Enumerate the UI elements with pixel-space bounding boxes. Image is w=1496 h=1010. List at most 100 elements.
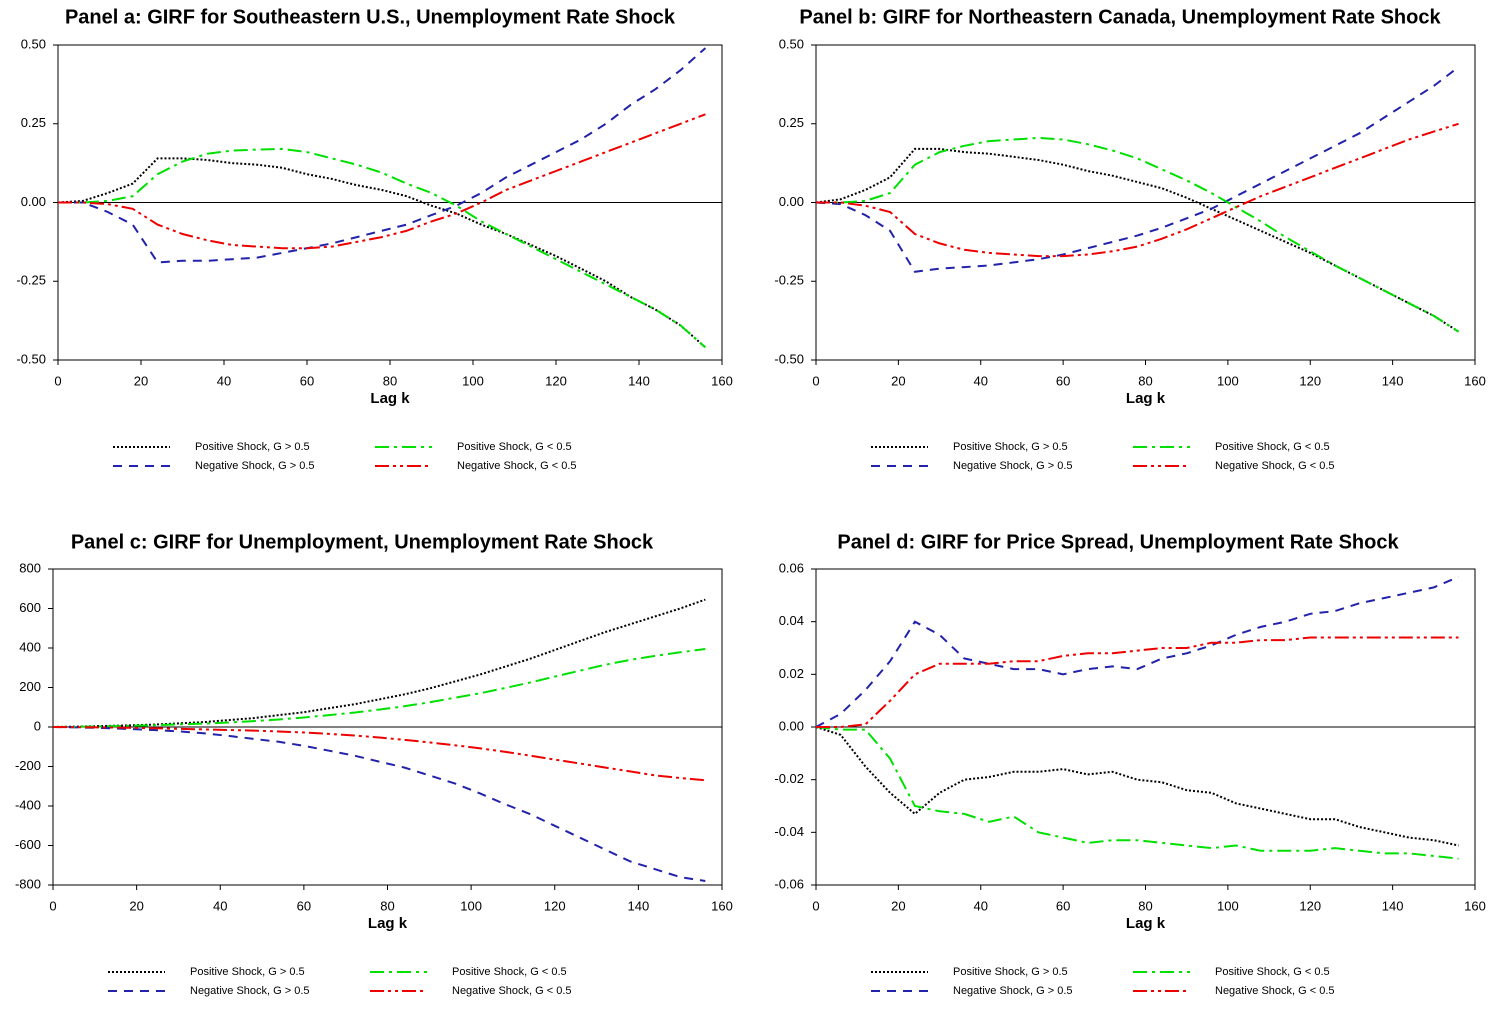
chart-title: Panel c: GIRF for Unemployment, Unemploy… bbox=[71, 531, 654, 553]
y-tick-label: 800 bbox=[19, 560, 41, 575]
series-line bbox=[52, 726, 706, 782]
x-tick-label: 60 bbox=[297, 898, 311, 913]
x-tick-label: 140 bbox=[1382, 373, 1404, 388]
x-tick-label: 120 bbox=[1299, 373, 1321, 388]
x-tick-label: 140 bbox=[628, 898, 650, 913]
legend-label: Positive Shock, G < 0.5 bbox=[1215, 441, 1330, 453]
x-tick-label: 160 bbox=[711, 373, 733, 388]
x-tick-label: 80 bbox=[1138, 898, 1152, 913]
legend-label: Positive Shock, G > 0.5 bbox=[190, 966, 305, 978]
x-tick-label: 0 bbox=[812, 898, 819, 913]
x-tick-label: 60 bbox=[1056, 373, 1070, 388]
x-tick-label: 40 bbox=[213, 898, 227, 913]
y-tick-label: -400 bbox=[15, 797, 41, 812]
x-tick-label: 100 bbox=[460, 898, 482, 913]
y-tick-label: -0.50 bbox=[16, 351, 46, 366]
x-tick-label: 140 bbox=[1382, 898, 1404, 913]
y-tick-label: 600 bbox=[19, 600, 41, 615]
x-axis-label: Lag k bbox=[370, 390, 410, 407]
series-line bbox=[57, 157, 707, 349]
y-tick-label: 0.02 bbox=[779, 666, 804, 681]
x-tick-label: 20 bbox=[134, 373, 148, 388]
chart-title: Panel b: GIRF for Northeastern Canada, U… bbox=[799, 6, 1441, 28]
y-tick-label: 0.50 bbox=[779, 36, 804, 51]
x-tick-label: 80 bbox=[383, 373, 397, 388]
x-tick-label: 0 bbox=[49, 898, 56, 913]
x-tick-label: 120 bbox=[544, 898, 566, 913]
x-tick-label: 160 bbox=[711, 898, 733, 913]
series-line bbox=[52, 648, 706, 728]
x-tick-label: 80 bbox=[1138, 373, 1152, 388]
x-tick-label: 160 bbox=[1464, 373, 1486, 388]
chart-title: Panel a: GIRF for Southeastern U.S., Une… bbox=[65, 6, 676, 28]
series-line bbox=[815, 66, 1460, 273]
series-line bbox=[815, 575, 1459, 728]
x-tick-label: 40 bbox=[974, 373, 988, 388]
x-tick-label: 140 bbox=[628, 373, 650, 388]
series-line bbox=[58, 47, 707, 264]
y-tick-label: -0.04 bbox=[774, 824, 804, 839]
series-line bbox=[816, 636, 1459, 728]
series-line bbox=[816, 122, 1459, 258]
y-tick-label: -600 bbox=[15, 837, 41, 852]
x-tick-label: 20 bbox=[891, 373, 905, 388]
y-tick-label: 0.25 bbox=[21, 115, 46, 130]
x-tick-label: 0 bbox=[54, 373, 61, 388]
x-axis-label: Lag k bbox=[1126, 390, 1166, 407]
x-axis-label: Lag k bbox=[1126, 915, 1166, 932]
legend-label: Negative Shock, G < 0.5 bbox=[1215, 460, 1335, 472]
x-tick-label: 120 bbox=[545, 373, 567, 388]
series-line bbox=[52, 726, 706, 882]
legend-label: Negative Shock, G > 0.5 bbox=[195, 460, 315, 472]
legend-label: Positive Shock, G < 0.5 bbox=[452, 966, 567, 978]
legend-label: Positive Shock, G < 0.5 bbox=[457, 441, 572, 453]
x-tick-label: 80 bbox=[380, 898, 394, 913]
legend-label: Positive Shock, G > 0.5 bbox=[953, 966, 1068, 978]
y-tick-label: -0.25 bbox=[774, 273, 804, 288]
y-tick-label: 0.04 bbox=[779, 613, 804, 628]
y-tick-label: 0 bbox=[34, 718, 41, 733]
x-tick-label: 100 bbox=[1217, 898, 1239, 913]
series-line bbox=[815, 726, 1459, 847]
legend-label: Negative Shock, G < 0.5 bbox=[1215, 985, 1335, 997]
x-tick-label: 20 bbox=[129, 898, 143, 913]
legend-label: Positive Shock, G > 0.5 bbox=[953, 441, 1068, 453]
y-tick-label: -0.02 bbox=[774, 771, 804, 786]
x-tick-label: 40 bbox=[217, 373, 231, 388]
x-tick-label: 120 bbox=[1299, 898, 1321, 913]
y-tick-label: 0.06 bbox=[779, 560, 804, 575]
y-tick-label: 200 bbox=[19, 679, 41, 694]
y-tick-label: -0.06 bbox=[774, 876, 804, 891]
x-tick-label: 60 bbox=[1056, 898, 1070, 913]
legend-label: Positive Shock, G > 0.5 bbox=[195, 441, 310, 453]
legend-label: Negative Shock, G > 0.5 bbox=[953, 460, 1073, 472]
x-tick-label: 20 bbox=[891, 898, 905, 913]
legend-label: Negative Shock, G > 0.5 bbox=[190, 985, 310, 997]
x-tick-label: 100 bbox=[1217, 373, 1239, 388]
y-tick-label: 0.25 bbox=[779, 115, 804, 130]
x-axis-label: Lag k bbox=[368, 915, 408, 932]
legend-label: Negative Shock, G < 0.5 bbox=[457, 460, 577, 472]
y-tick-label: 0.00 bbox=[21, 194, 46, 209]
x-tick-label: 160 bbox=[1464, 898, 1486, 913]
x-tick-label: 60 bbox=[300, 373, 314, 388]
series-line bbox=[815, 147, 1460, 333]
y-tick-label: -200 bbox=[15, 758, 41, 773]
legend-label: Positive Shock, G < 0.5 bbox=[1215, 966, 1330, 978]
y-tick-label: -0.25 bbox=[16, 273, 46, 288]
y-tick-label: -800 bbox=[15, 876, 41, 891]
y-tick-label: -0.50 bbox=[774, 351, 804, 366]
y-tick-label: 0.50 bbox=[21, 36, 46, 51]
legend-label: Negative Shock, G < 0.5 bbox=[452, 985, 572, 997]
y-tick-label: 0.00 bbox=[779, 194, 804, 209]
x-tick-label: 100 bbox=[462, 373, 484, 388]
y-tick-label: 0.00 bbox=[779, 718, 804, 733]
chart-title: Panel d: GIRF for Price Spread, Unemploy… bbox=[837, 531, 1399, 553]
x-tick-label: 0 bbox=[812, 373, 819, 388]
x-tick-label: 40 bbox=[974, 898, 988, 913]
series-line bbox=[58, 147, 707, 349]
series-line bbox=[815, 726, 1459, 860]
y-tick-label: 400 bbox=[19, 639, 41, 654]
